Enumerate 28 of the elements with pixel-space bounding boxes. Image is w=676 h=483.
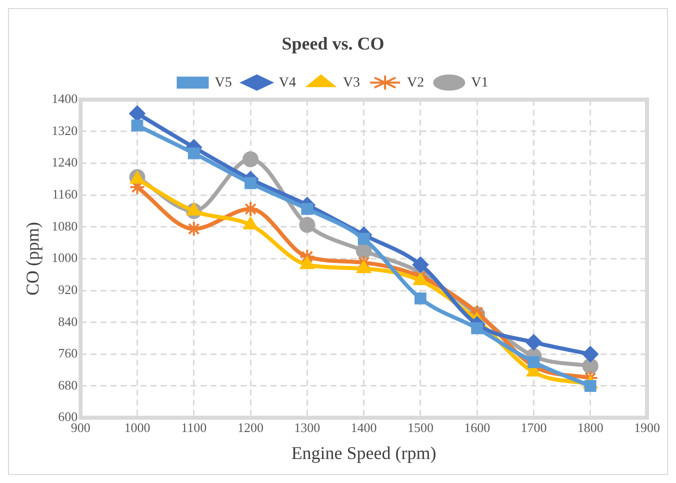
x-tick-label: 1800 [577,420,604,436]
x-axis-title: Engine Speed (rpm) [291,442,436,463]
x-tick-label: 1700 [520,420,547,436]
x-tick-label: 1500 [407,420,434,436]
legend-label: V2 [407,75,424,90]
y-tick-label: 1320 [52,122,78,138]
y-tick-label: 840 [58,314,78,329]
y-tick-label: 920 [58,282,78,297]
legend-label: V4 [278,75,296,90]
legend-label: V5 [214,75,232,90]
x-tick-label: 1200 [238,420,264,436]
x-tick-label: 1600 [464,420,490,436]
y-axis-title: CO (ppm) [22,222,43,296]
x-tick-label: 1900 [634,420,660,436]
y-tick-label: 1080 [52,218,78,234]
legend-label: V1 [471,75,488,90]
y-tick-label: 1400 [52,91,78,106]
legend-label: V3 [342,75,360,90]
y-tick-label: 760 [58,346,78,361]
x-tick-label: 1000 [124,420,150,436]
y-tick-label: 1160 [52,186,78,202]
y-tick-label: 680 [58,377,78,392]
chart-title: Speed vs. CO [282,33,384,54]
x-tick-label: 1400 [350,420,377,436]
x-tick-label: 1100 [181,420,207,436]
y-tick-label: 1240 [52,154,78,170]
x-tick-label: 1300 [294,420,320,436]
y-tick-label: 1000 [52,250,78,266]
